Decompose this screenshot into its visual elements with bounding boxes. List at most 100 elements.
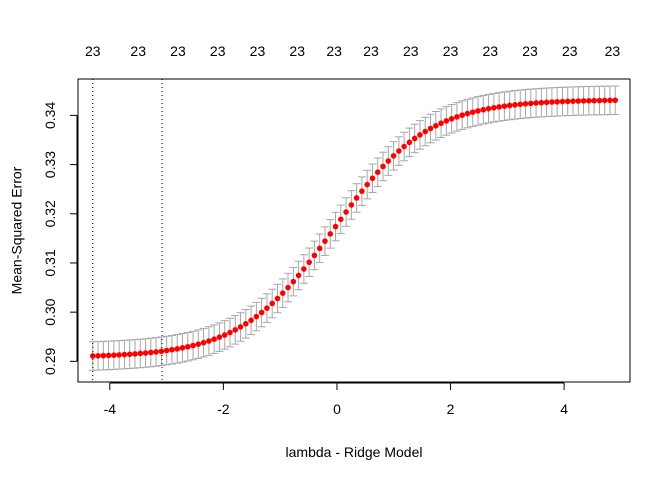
cv-point [95,352,101,359]
top-tick-label: 23 [210,43,226,59]
cv-point [522,101,529,107]
y-tick-label: 0.31 [42,249,58,276]
y-tick-label: 0.30 [42,298,58,325]
x-axis-label: lambda - Ridge Model [286,444,423,460]
cv-point [327,231,334,237]
x-tick-label: -4 [104,401,117,417]
cv-point [316,245,323,252]
top-tick-label: 23 [443,43,459,59]
cv-point [253,313,260,320]
cv-point [517,101,524,108]
cv-point [301,266,307,272]
cv-point [179,345,186,351]
cv-point [353,195,360,201]
x-axis: -4 -2 0 2 4 [104,382,568,417]
cv-point [232,327,239,333]
cv-point [216,334,223,340]
cv-point [464,110,471,117]
y-axis: 0.29 0.30 0.31 0.32 0.33 0.34 [42,102,78,375]
cv-point [211,336,217,342]
top-tick-label: 23 [170,43,186,59]
cv-point [153,349,159,355]
y-axis-label: Mean-Squared Error [9,166,25,294]
cv-point [554,98,560,105]
cv-point [348,202,355,208]
cv-point [163,347,170,354]
cv-point [306,259,312,266]
cv-point [279,290,286,296]
cv-point [591,97,597,104]
cv-point [422,128,429,135]
y-tick-label: 0.33 [42,151,58,178]
cv-point [612,97,619,104]
top-tick-label: 23 [363,43,379,59]
cv-point [116,352,122,358]
cv-point [343,209,349,215]
cv-point [496,104,502,110]
cv-point [443,118,450,124]
cv-point [322,238,328,244]
cv-point [338,216,344,223]
cv-point [448,115,455,122]
top-tick-label: 23 [522,43,538,59]
top-tick-label: 23 [605,43,621,59]
cv-point [200,339,207,346]
cv-point [100,352,107,359]
cv-point [290,278,297,285]
cv-point [601,97,608,104]
cv-point [137,350,144,357]
cv-point [311,252,318,259]
y-tick-label: 0.32 [42,200,58,227]
cv-point [195,341,202,347]
cv-point [295,272,302,279]
top-tick-label: 23 [326,43,342,59]
cv-point [148,349,154,356]
cv-point [570,98,576,104]
cv-point [369,175,376,182]
cv-point [385,158,392,164]
cv-point [411,135,418,142]
cv-point [459,112,465,118]
cv-point [206,338,212,344]
cv-point [169,346,175,353]
cv-point [142,350,149,356]
error-bars [88,85,620,371]
cv-point [237,324,244,330]
x-tick-label: 0 [333,401,341,417]
cv-point [190,342,196,349]
top-tick-label: 23 [289,43,305,59]
top-tick-label: 23 [562,43,578,59]
cv-point [469,109,476,115]
top-tick-label: 23 [85,43,101,59]
cv-point [396,148,402,154]
cv-point [538,99,545,106]
x-tick-label: -2 [217,401,230,417]
x-tick-label: 4 [560,401,568,417]
cv-point [374,169,381,176]
cv-point [126,351,133,358]
cv-point [332,223,339,230]
cv-point [527,100,534,107]
cv-point [243,320,249,327]
top-axis: 23 23 23 23 23 23 23 23 23 23 23 23 23 23 [85,43,620,59]
top-tick-label: 23 [483,43,499,59]
cv-point [390,153,397,159]
y-tick-label: 0.34 [42,102,58,129]
top-tick-label: 23 [250,43,266,59]
cv-point [549,99,555,105]
cv-point [454,114,460,120]
lambda-vlines [92,79,163,382]
cv-point [433,122,439,129]
cv-point [427,125,434,132]
cv-point [559,98,566,105]
cv-point [575,98,582,104]
cv-point [543,99,550,106]
cv-point [264,305,270,311]
cv-point [406,139,413,146]
cv-point [269,300,275,307]
cv-point [174,346,181,352]
cv-point [248,317,254,324]
cv-point [285,284,291,291]
cv-point [274,295,281,302]
